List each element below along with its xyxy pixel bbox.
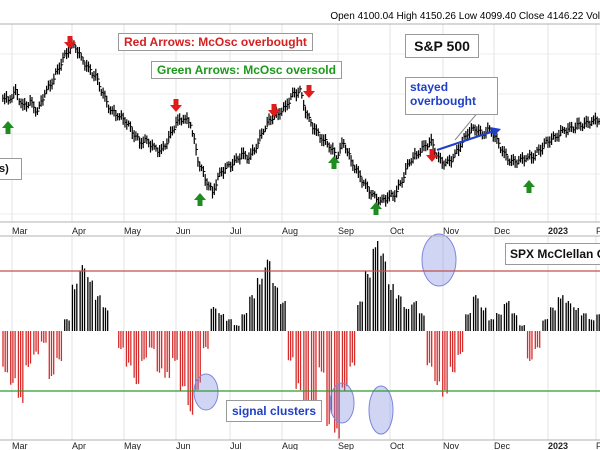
price-x-tick-label: Oct xyxy=(390,226,405,236)
signal-cluster-ellipse xyxy=(421,233,457,287)
price-x-tick-label: May xyxy=(124,226,142,236)
price-series xyxy=(2,38,600,209)
cut-off-label: s) xyxy=(0,163,9,175)
red-down-arrow xyxy=(303,85,315,98)
red-down-arrow xyxy=(268,104,280,117)
green-arrows-legend: Green Arrows: McOsc oversold xyxy=(151,61,342,79)
price-x-tick-label: Mar xyxy=(12,226,28,236)
red-down-arrow xyxy=(426,149,438,162)
oscillator-title: SPX McClellan O xyxy=(510,247,600,261)
price-x-tick-label: Nov xyxy=(443,226,460,236)
price-x-tick-label: Jun xyxy=(176,226,191,236)
signal-cluster-ellipse xyxy=(368,385,394,435)
stayed-text: stayed xyxy=(410,80,449,94)
price-x-tick-label: Jul xyxy=(230,226,242,236)
price-x-tick-label: 2023 xyxy=(548,226,568,236)
osc-x-tick-label: Nov xyxy=(443,441,460,450)
oscillator-bars xyxy=(2,241,600,439)
red-arrows-text: Red Arrows: McOsc overbought xyxy=(124,35,307,49)
osc-x-tick-label: Mar xyxy=(12,441,28,450)
signal-cluster-ellipse xyxy=(193,373,219,411)
osc-x-tick-label: Jul xyxy=(230,441,242,450)
price-x-tick-label: Apr xyxy=(72,226,86,236)
green-up-arrow xyxy=(370,202,382,215)
grid-lines xyxy=(0,24,600,440)
cut-off-label-box: s) xyxy=(0,158,22,180)
green-up-arrow xyxy=(194,193,206,206)
osc-x-tick-label: Apr xyxy=(72,441,86,450)
chart-title-box: S&P 500 xyxy=(405,34,479,58)
overbought-text: overbought xyxy=(410,94,476,108)
osc-x-tick-label: Oct xyxy=(390,441,405,450)
signal-cluster-ellipse xyxy=(329,382,355,424)
ohlc-readout: Open 4100.04 High 4150.26 Low 4099.40 Cl… xyxy=(330,11,600,22)
blue-trend-arrow xyxy=(436,127,501,151)
axes: Mar Mar Apr Apr May May Jun Jun Jul Jul Aug Aug Sep S… xyxy=(0,23,600,450)
osc-x-tick-label: Sep xyxy=(338,441,354,450)
green-up-arrow xyxy=(2,121,14,134)
red-arrows-legend: Red Arrows: McOsc overbought xyxy=(118,33,313,51)
osc-x-tick-label: Fe xyxy=(596,441,600,450)
signal-clusters-text: signal clusters xyxy=(231,404,317,418)
osc-x-tick-label: Dec xyxy=(494,441,511,450)
price-x-tick-label: Aug xyxy=(282,226,298,236)
ohlc-header: Open 4100.04 High 4150.26 Low 4099.40 Cl… xyxy=(0,0,600,22)
osc-x-tick-label: May xyxy=(124,441,142,450)
price-x-tick-label: Sep xyxy=(338,226,354,236)
callout-connector xyxy=(454,110,480,141)
stayed-overbought-box: stayed overbought xyxy=(405,77,498,115)
osc-x-tick-label: 2023 xyxy=(548,441,568,450)
green-up-arrow xyxy=(523,180,535,193)
chart-title: S&P 500 xyxy=(414,38,470,54)
green-arrows-text: Green Arrows: McOsc oversold xyxy=(157,63,336,77)
oscillator-title-box: SPX McClellan O xyxy=(505,243,600,265)
price-x-tick-label: Dec xyxy=(494,226,511,236)
signal-arrows xyxy=(2,36,535,435)
red-down-arrow xyxy=(170,99,182,112)
price-x-tick-label: Fe xyxy=(596,226,600,236)
signal-clusters-box: signal clusters xyxy=(226,400,322,422)
osc-x-tick-label: Jun xyxy=(176,441,191,450)
red-down-arrow xyxy=(64,36,76,49)
green-up-arrow xyxy=(328,156,340,169)
osc-x-tick-label: Aug xyxy=(282,441,298,450)
